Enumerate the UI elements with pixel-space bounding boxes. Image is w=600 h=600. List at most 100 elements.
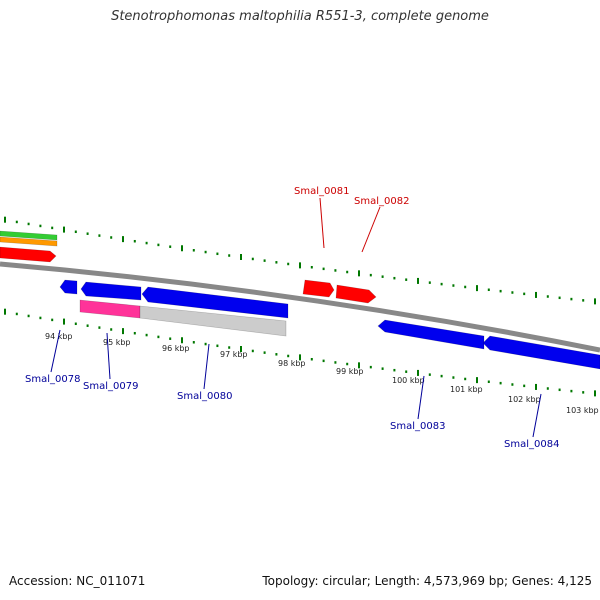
minor-tick [287, 354, 290, 358]
kbp-label: 97 kbp [220, 350, 248, 359]
minor-tick [263, 259, 266, 262]
leader-line-smal-0078 [50, 329, 61, 373]
minor-tick [275, 261, 278, 264]
major-tick [417, 369, 419, 376]
gene-arrow-smal-0083[interactable] [377, 319, 485, 350]
minor-tick [393, 276, 396, 280]
minor-tick [499, 289, 502, 293]
minor-tick [157, 335, 160, 339]
minor-tick [287, 262, 290, 266]
minor-tick [582, 391, 585, 394]
minor-tick [27, 222, 30, 226]
minor-tick [133, 331, 136, 335]
minor-tick [570, 389, 573, 393]
major-tick [240, 254, 242, 260]
minor-tick [204, 250, 207, 254]
minor-tick [133, 239, 136, 243]
minor-tick [405, 278, 408, 281]
gene-labels: Smal_0081 Smal_0082 Smal_0078 Smal_0079 … [25, 186, 559, 450]
accession-label: Accession: NC_011071 [9, 574, 146, 588]
minor-tick [346, 362, 349, 366]
minor-tick [86, 324, 89, 327]
gene-arrow-smal-0084[interactable] [482, 335, 600, 370]
gene-label-leaders [50, 197, 542, 438]
gene-arrow-smal-0080[interactable] [141, 286, 289, 319]
minor-tick [157, 243, 160, 247]
minor-tick [251, 257, 254, 261]
minor-tick [464, 377, 467, 381]
major-tick [299, 262, 301, 269]
minor-tick [428, 281, 431, 284]
minor-tick [169, 245, 172, 248]
genome-backbone [0, 261, 600, 353]
major-tick [476, 377, 478, 384]
minor-tick [558, 296, 561, 300]
minor-tick [464, 285, 467, 289]
major-tick [181, 337, 183, 344]
gray-feature-block [139, 305, 287, 337]
leader-line-smal-0084 [532, 393, 542, 438]
minor-tick [523, 384, 526, 388]
gene-label-smal-0083[interactable]: Smal_0083 [390, 421, 445, 432]
leader-line-smal-0081 [319, 197, 325, 249]
minor-tick [334, 361, 337, 364]
major-tick [358, 362, 360, 369]
gene-label-smal-0078[interactable]: Smal_0078 [25, 374, 80, 385]
gene-label-smal-0079[interactable]: Smal_0079 [83, 381, 138, 392]
minor-tick [51, 318, 54, 322]
minor-tick [511, 291, 514, 294]
kbp-label: 95 kbp [103, 338, 131, 347]
minor-tick [381, 275, 384, 278]
leader-line-smal-0083 [417, 375, 425, 420]
minor-tick [15, 220, 18, 224]
minor-tick [546, 295, 549, 298]
major-tick [122, 328, 124, 335]
gene-label-smal-0084[interactable]: Smal_0084 [504, 439, 559, 450]
minor-tick [169, 337, 172, 340]
gene-label-smal-0082[interactable]: Smal_0082 [354, 196, 409, 207]
major-tick [4, 216, 6, 223]
orange-feature-track [0, 236, 58, 247]
minor-tick [110, 236, 113, 239]
minor-tick [452, 284, 455, 287]
major-tick [594, 390, 596, 397]
major-tick [63, 226, 65, 233]
minor-tick [523, 292, 526, 296]
minor-tick [98, 234, 101, 237]
minor-tick [27, 314, 30, 318]
kbp-label: 102 kbp [508, 395, 541, 404]
minor-tick [98, 326, 101, 329]
minor-tick [546, 387, 549, 390]
minor-tick [393, 368, 396, 372]
left-feature-tracks [0, 230, 58, 263]
gene-arrow-smal-0082[interactable] [335, 284, 377, 304]
genome-title: Stenotrophomonas maltophilia R551-3, com… [111, 9, 489, 24]
minor-tick [145, 241, 148, 245]
gene-arrow-smal-0079[interactable] [80, 281, 142, 301]
minor-tick [440, 282, 443, 286]
leader-line-smal-0079 [106, 332, 111, 380]
major-tick [63, 318, 65, 325]
minor-tick [511, 383, 514, 386]
gene-arrow-smal-0078[interactable] [59, 279, 78, 295]
major-tick [476, 285, 478, 292]
minor-tick [487, 380, 490, 384]
minor-tick [110, 328, 113, 331]
kbp-label: 96 kbp [162, 344, 190, 353]
minor-tick [310, 265, 313, 269]
minor-tick [251, 349, 254, 353]
minor-tick [369, 365, 372, 369]
major-tick [122, 236, 124, 243]
pink-feature-block [79, 299, 141, 319]
gene-label-smal-0080[interactable]: Smal_0080 [177, 391, 232, 402]
gene-label-smal-0081[interactable]: Smal_0081 [294, 186, 349, 197]
kbp-label: 98 kbp [278, 359, 306, 368]
outer-tick-track [4, 216, 596, 305]
minor-tick [228, 346, 231, 349]
minor-tick [228, 254, 231, 257]
minor-tick [369, 273, 372, 277]
gene-arrow-smal-0081[interactable] [302, 279, 335, 298]
minor-tick [322, 359, 325, 363]
